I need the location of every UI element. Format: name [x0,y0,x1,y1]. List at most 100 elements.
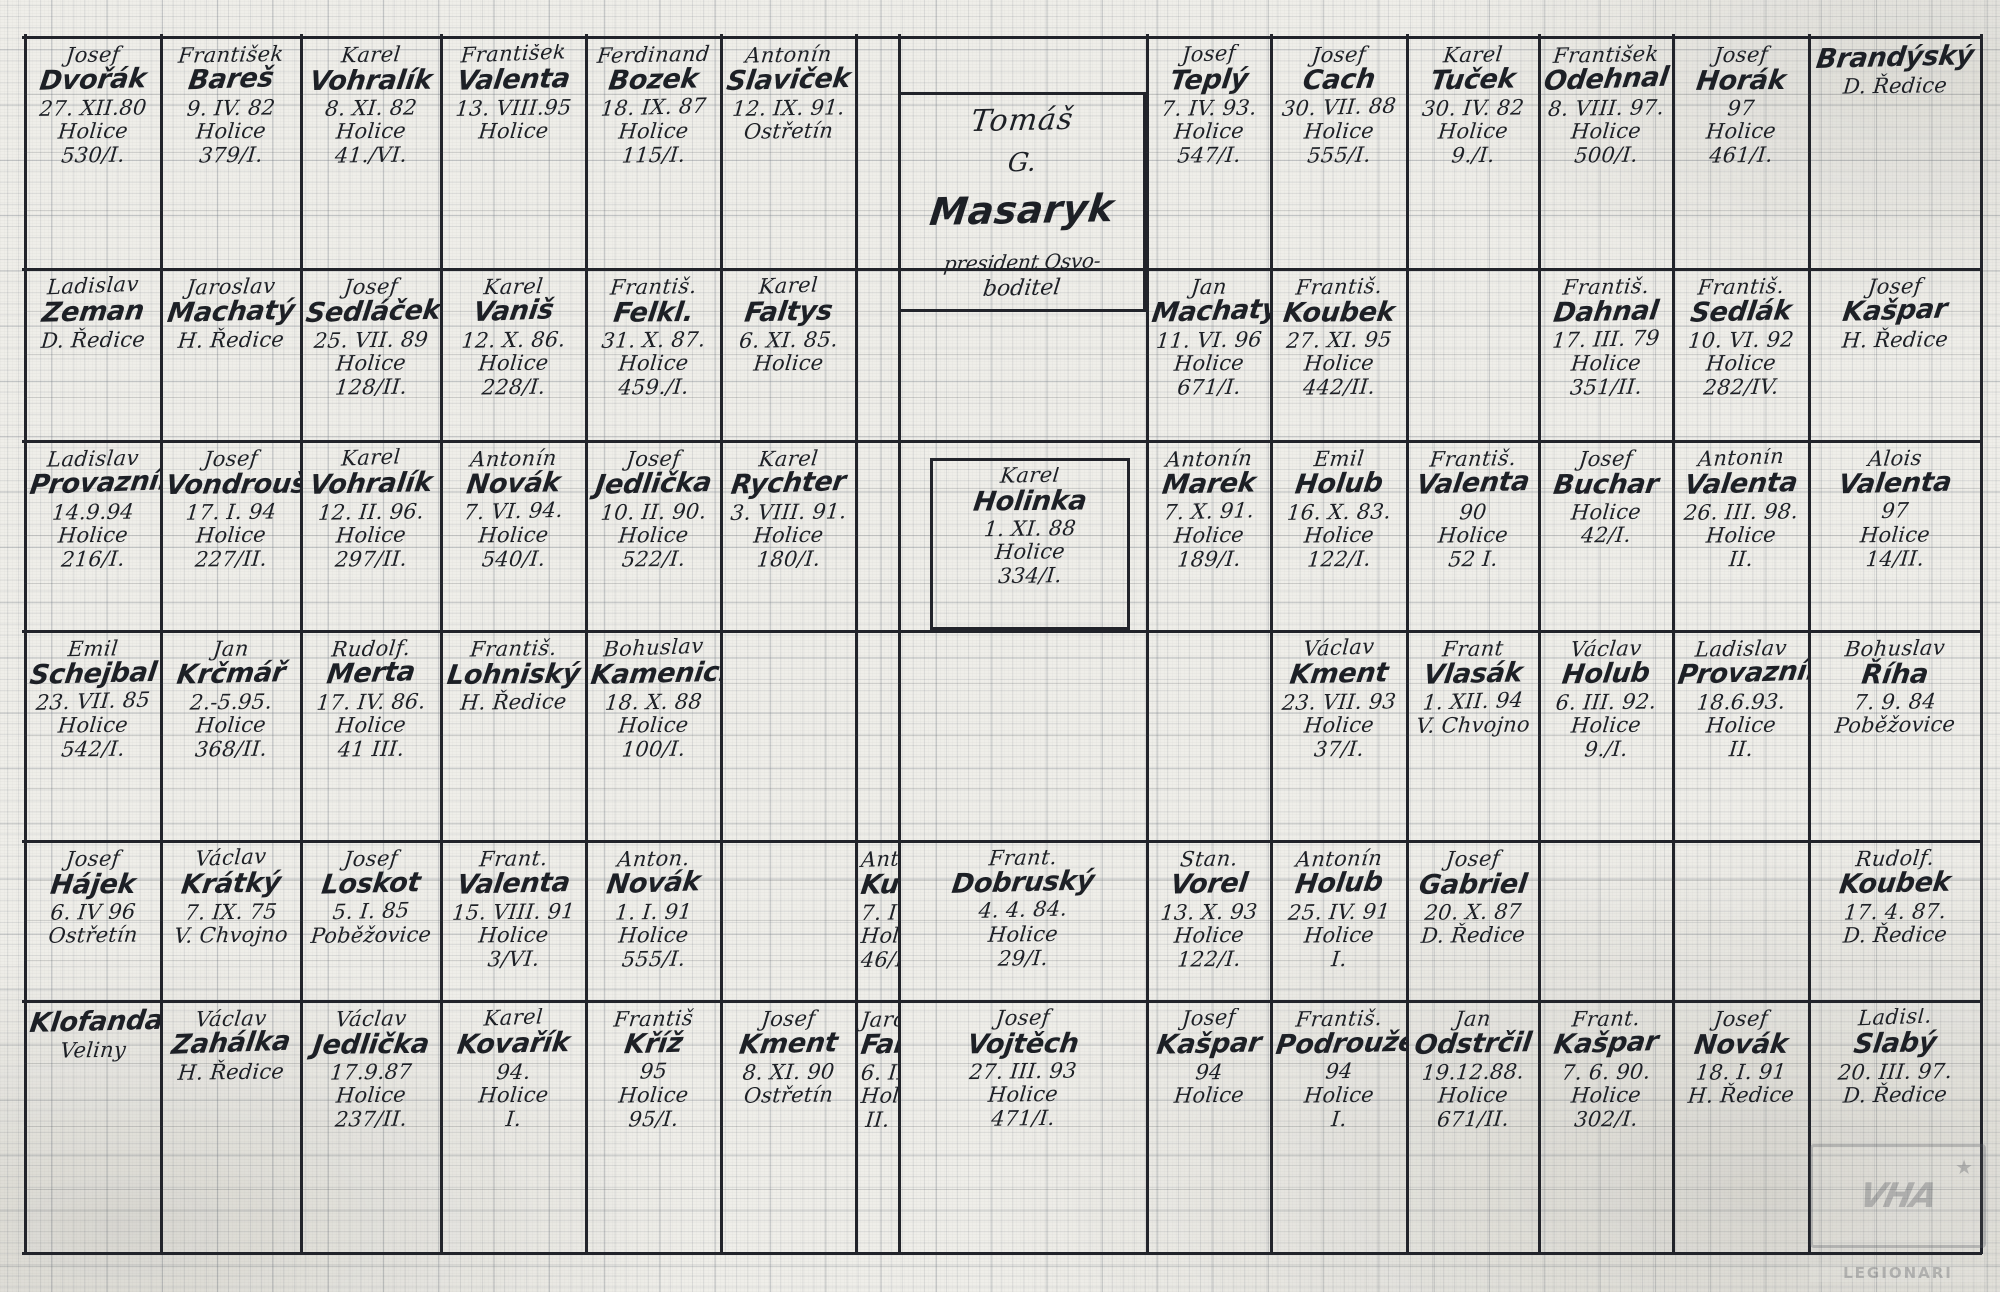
birth-place: Holice [1570,499,1643,525]
birth-date: 7. 6. 90. [1560,1059,1652,1085]
cell-guide-line [24,1063,1980,1064]
roster-cell: Antonín Novák 7. VI. 94. Holice 540/I. [440,448,585,630]
surname: Faltys [858,1027,898,1062]
surname: Machatý [165,295,297,330]
surname: Rychter [729,466,848,502]
cell-guide-line [24,920,1980,921]
holinka-birth-place: Holice [994,539,1067,565]
roster-cell: Josef Dvořák 27. XII.80 Holice 530/I. [24,44,160,268]
birth-place: Holice [477,922,550,948]
registry-number: 500/I. [1573,142,1639,168]
birth-place: Holice [477,118,550,144]
table-horizontal-rule-6 [22,1252,1982,1255]
roster-cell: Josef Cach 30. VII. 88 Holice 555/I. [1270,44,1406,268]
roster-cell: Františ. Felkl. 31. X. 87. Holice 459./I. [585,276,720,440]
surname: Jedlička [311,1029,432,1062]
cell-guide-line [24,354,1980,355]
roster-cell: Karel Vaniš 12. X. 86. Holice 228/I. [440,276,585,440]
birth-place: Holice [335,350,408,376]
surname: Provazník [1675,655,1808,692]
roster-cell: Bohuslav Říha 7. 9. 84 Poběžovice [1808,638,1980,840]
birth-place: Holice [1437,522,1510,548]
birth-date: 94. [495,1059,532,1085]
birth-place: Holice [1303,1082,1376,1108]
roster-cell: Ladislav Provazník 14.9.94 Holice 216/I. [24,448,160,630]
birth-date: 7. X. 91. [1162,498,1256,525]
roster-cell: Václav Holub 6. III. 92. Holice 9./I. [1538,638,1672,840]
roster-cell: Frant Vlasák 1. XII. 94 V. Chvojno [1406,638,1538,840]
birth-date: 17. 4. 87. [1842,899,1948,925]
star-icon: ★ [1955,1155,1973,1179]
surname: Kašpar [1551,1026,1661,1062]
table-horizontal-rule-3 [22,630,1982,633]
birth-date: 10. VI. 92 [1687,327,1795,353]
birth-date: 20. III. 97. [1836,1058,1954,1085]
registry-number: I. [1330,1106,1348,1131]
registry-number: 180/I. [755,546,822,572]
roster-cell: Josef Kašpar H. Ředice [1808,276,1980,440]
cell-guide-line [24,683,1980,684]
surname: Kamenický [588,656,720,692]
birth-place: Ostřetín [742,1082,835,1109]
registry-number: 671/I. [1176,374,1242,400]
birth-place: Holice [1303,522,1376,548]
birth-date: 7. 9. 84 [1853,689,1938,715]
birth-place: H. Ředice [1686,1082,1796,1109]
registry-number: 442/II. [1302,374,1377,400]
registry-number: II. [1728,736,1755,762]
birth-date: 27. XI. 95 [1285,327,1393,353]
registry-number: 282/IV. [1702,374,1780,400]
table-vertical-rule-10 [1406,34,1409,1254]
birth-date: 13. X. 93 [1159,899,1259,925]
given-name: Anton. [860,848,898,873]
surname: Novák [464,467,563,501]
surname: Kment [1287,657,1391,692]
roster-cell: Karel Vohralík 12. II. 96. Holice 297/II. [300,448,440,630]
registry-number: 9./I. [1450,142,1496,168]
birth-place: Holice [752,350,825,376]
birth-place: Holice [1173,523,1246,549]
surname: Zeman [39,295,147,330]
surname: Zahálka [169,1025,293,1062]
table-vertical-rule-13 [1808,34,1811,1254]
roster-cell: Václav Zahálka H. Ředice [160,1008,300,1252]
registry-number: 530/I. [60,142,126,168]
birth-place: Holice [195,712,268,738]
birth-place: D. Ředice [1842,922,1949,948]
birth-place: Holice [57,712,130,738]
registry-number: 42/I. [1580,523,1633,548]
birth-date: 31. X. 87. [600,327,707,353]
registry-number: 52 I. [1447,546,1499,572]
table-horizontal-rule-5 [22,1000,1982,1003]
roster-cell: Jaroslav Machatý H. Ředice [160,276,300,440]
roster-cell: Karel Faltys 6. XI. 85. Holice [720,276,855,440]
registry-number: 379/I. [198,142,264,168]
holinka-honour-box: Karel Holinka 1. XI. 88 Holice 334/I. [930,458,1130,630]
roster-cell: Františ. Podroužek 94 Holice I. [1270,1008,1406,1252]
registry-number: 555/I. [1306,142,1372,168]
roster-cell: Josef Jedlička 10. II. 90. Holice 522/I. [585,448,720,630]
surname: Novák [604,866,703,901]
birth-place: Holice [1303,118,1376,144]
birth-place: Holice [1303,922,1376,948]
roster-cell: Josef Vondrouš 17. I. 94 Holice 227/II. [160,448,300,630]
birth-date: 27. III. 93 [968,1058,1078,1085]
surname: Holub [1560,657,1652,692]
table-horizontal-rule-1 [22,268,1982,271]
birth-date: 10. II. 90. [599,499,708,525]
roster-cell: Josef Vojtěch 27. III. 93 Holice 471/I. [898,1008,1146,1252]
surname: Valenta [1836,466,1954,501]
roster-cell: Antonín Marek 7. X. 91. Holice 189/I. [1146,448,1270,630]
roster-cell: Rudolf. Merta 17. IV. 86. Holice 41 III. [300,638,440,840]
surname: Provazník [27,465,160,502]
surname: Odstrčil [1412,1027,1534,1062]
surname: Vohralík [307,65,435,98]
registry-number: 95/I. [627,1106,680,1132]
roster-cell: Anton. Novák 1. I. 91 Holice 555/I. [585,848,720,1000]
roster-cell: Karel Vohralík 8. XI. 82 Holice 41./VI. [300,44,440,268]
surname: Loskot [319,867,423,902]
birth-date: 19.12.88. [1420,1059,1526,1085]
table-vertical-rule-4 [585,34,588,1254]
birth-place: Holice [195,522,268,548]
surname: Dvořák [37,63,149,98]
